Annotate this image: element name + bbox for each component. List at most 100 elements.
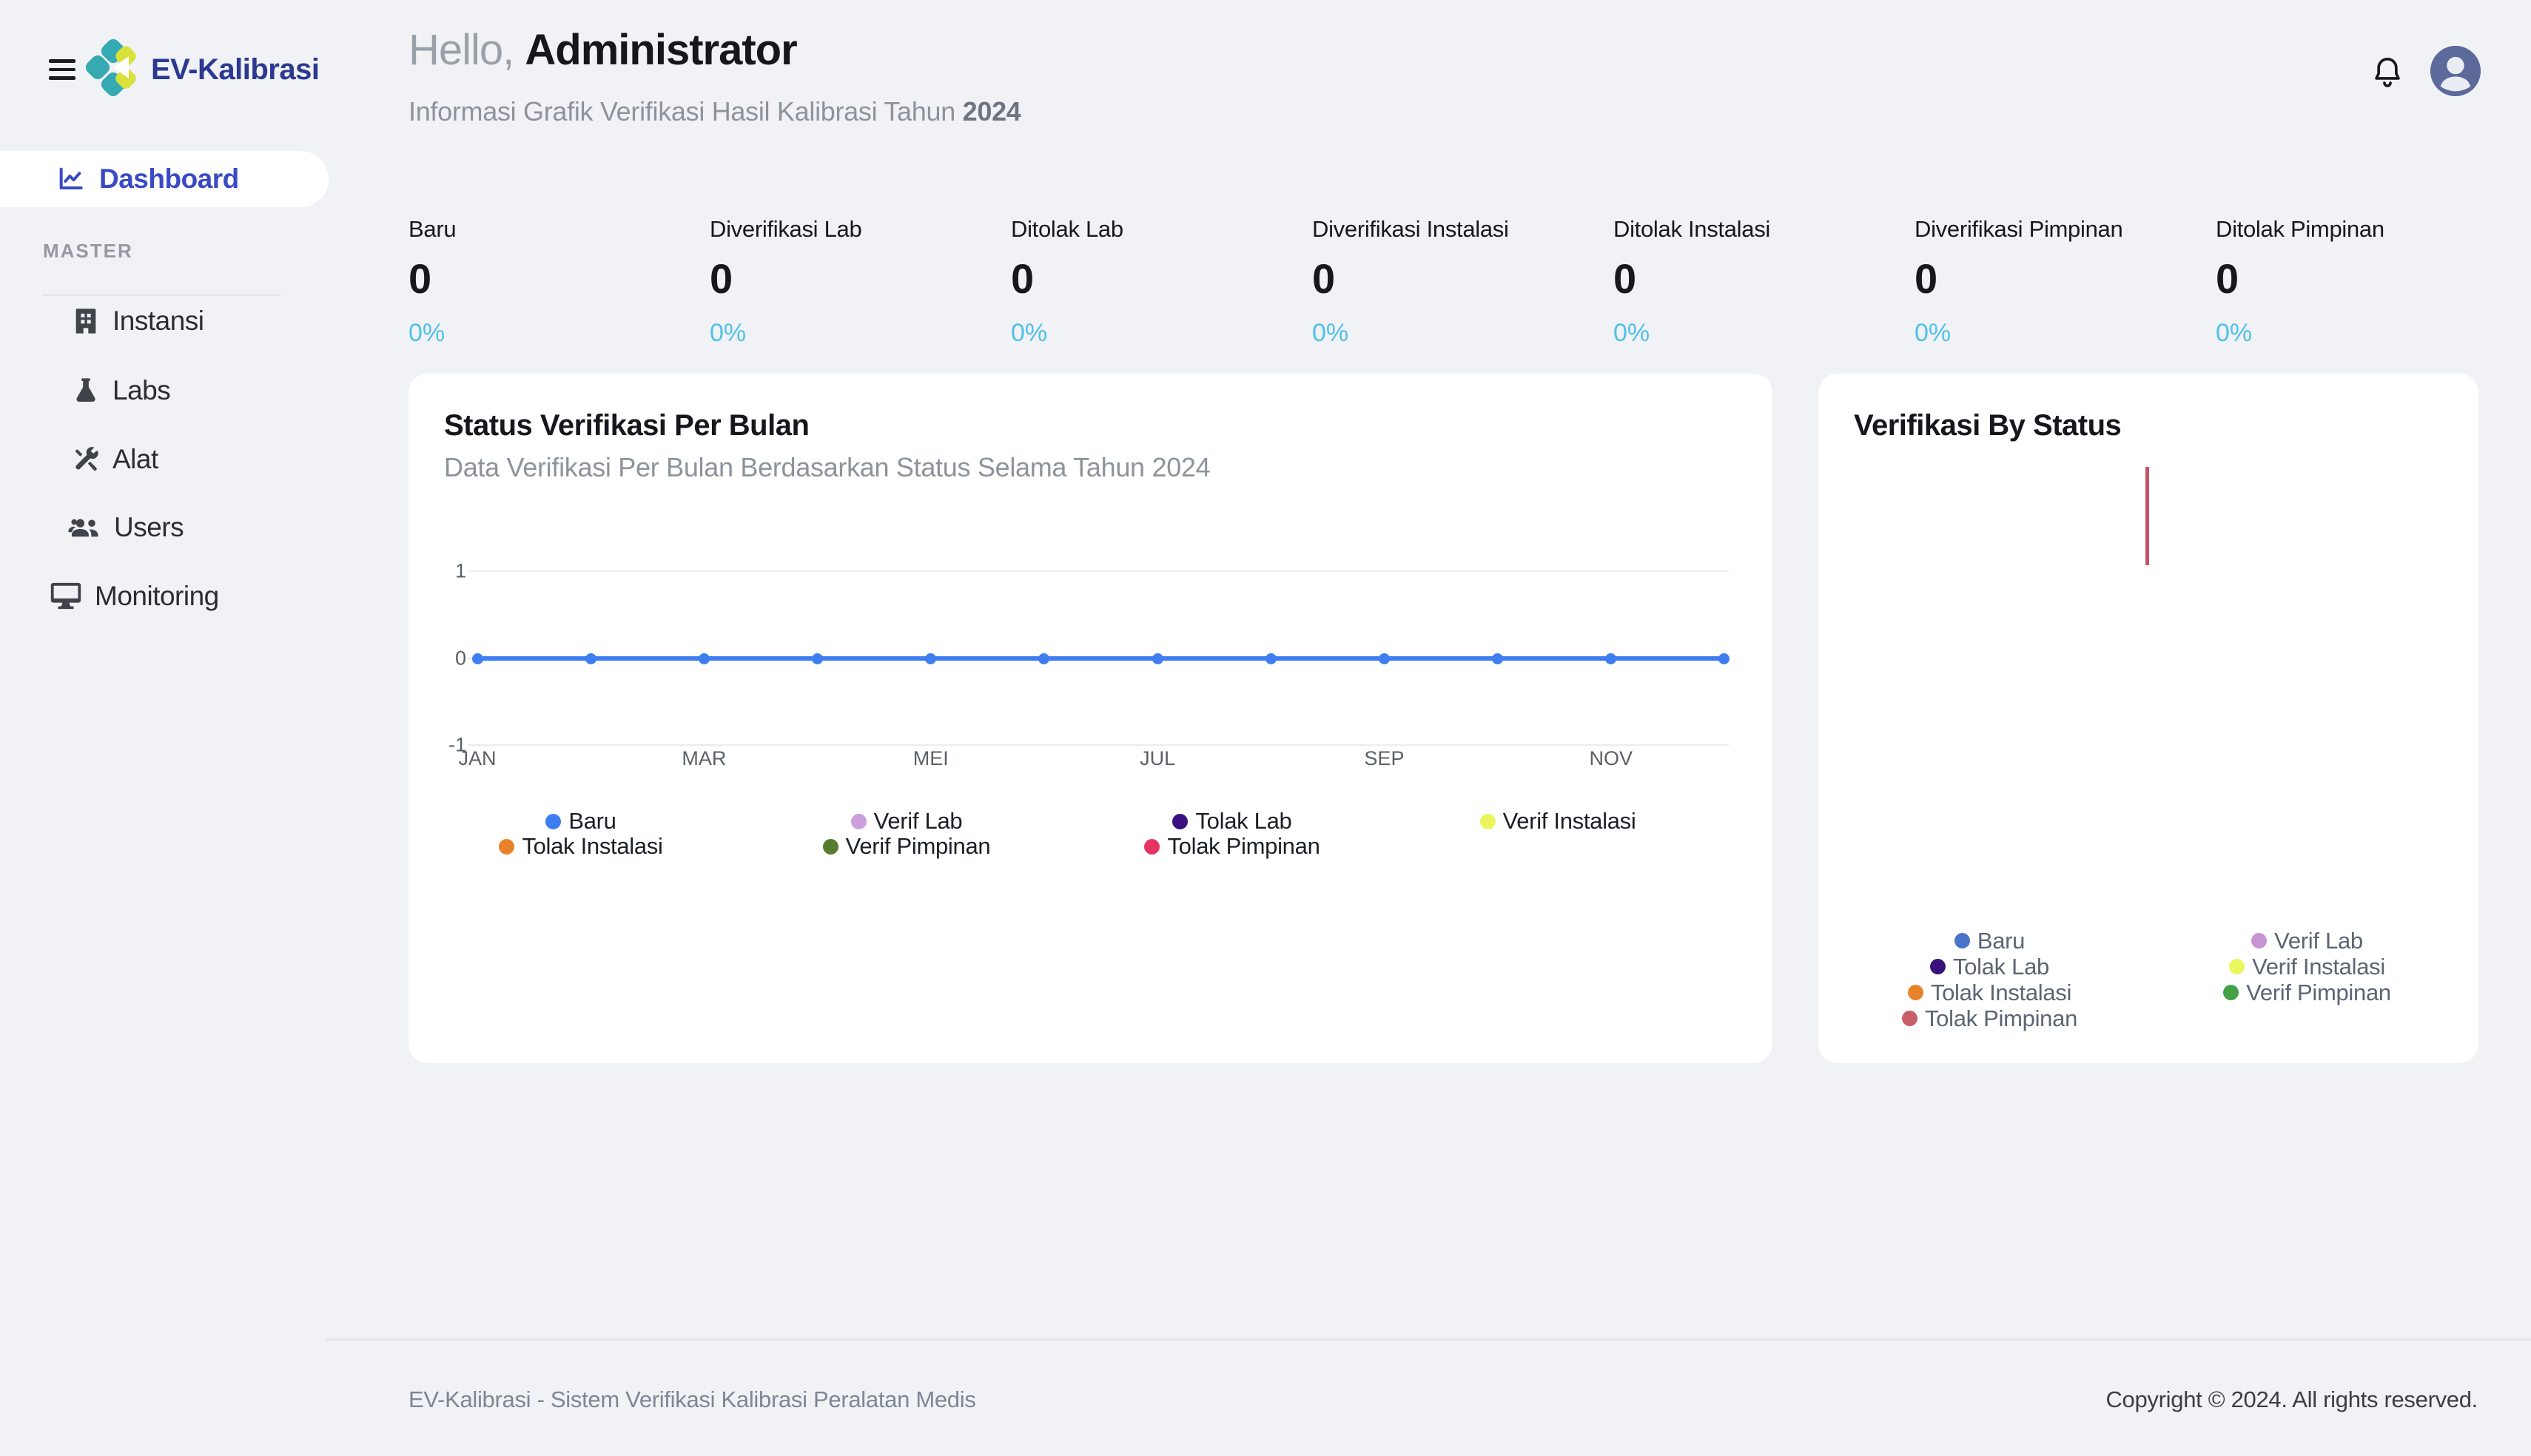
gridline-minus1 [468,744,1729,746]
sidebar-section-master: MASTER [43,240,133,262]
legend-item[interactable]: Verif Instalasi [2229,954,2385,980]
legend-dot [1144,838,1160,855]
y-tick-label: 1 [454,559,466,582]
legend-item[interactable]: Tolak Pimpinan [1901,1005,2078,1031]
sidebar-item-label: Instansi [112,306,204,336]
legend-dot [1172,813,1189,829]
data-point[interactable] [1265,653,1277,664]
legend-item[interactable]: Verif Instalasi [1479,808,1636,834]
data-point[interactable] [585,653,596,664]
data-point[interactable] [812,653,824,664]
card-verifikasi-by-status: Verifikasi By Status Baru Verif Lab Tolak … [1818,374,2478,1063]
data-point[interactable] [1152,653,1163,664]
users-icon [68,519,98,537]
legend-item[interactable]: Verif Lab [2251,928,2363,954]
stat-percent: 0% [1613,319,1650,347]
line-legend: Baru Verif Lab Tolak Lab Verif Instalasi Tol… [418,808,1721,859]
legend-label: Verif Instalasi [1502,808,1636,834]
data-point[interactable] [1492,653,1504,664]
legend-label: Verif Instalasi [2252,953,2385,980]
sidebar-item-label: Alat [112,444,158,474]
stat-value: 0 [2216,255,2239,302]
sidebar-item-alat[interactable]: Alat [71,442,158,477]
app-logo-icon[interactable] [85,38,142,101]
stat-card: Diverifikasi Lab 0 0% [710,216,1011,348]
footer-divider [326,1338,2531,1341]
legend-item[interactable]: Baru [545,808,616,834]
stat-value: 0 [1613,255,1636,302]
legend-item[interactable]: Tolak Pimpinan [1144,833,1320,859]
legend-item[interactable]: Tolak Lab [1929,953,2049,980]
x-tick-label: JUL [1140,747,1176,769]
legend-item[interactable]: Tolak Instalasi [1907,980,2071,1005]
menu-toggle-button[interactable] [49,59,75,80]
building-icon [75,309,96,334]
sidebar-item-monitoring[interactable]: Monitoring [49,579,219,614]
page-greeting: Hello, Administrator [409,25,798,75]
x-tick-label: SEP [1364,747,1405,769]
legend-label: Tolak Pimpinan [1167,833,1320,859]
legend-dot [850,813,867,829]
y-tick-label: 0 [454,647,466,670]
legend-dot [2251,933,2268,948]
legend-dot [1929,959,1946,974]
tools-icon [75,447,98,471]
stat-card: Ditolak Pimpinan 0 0% [2216,216,2517,348]
stat-label: Diverifikasi Pimpinan [1915,216,2123,242]
stat-label: Ditolak Instalasi [1613,216,1770,242]
stat-card: Baru 0 0% [409,216,710,348]
flask-icon [76,378,95,402]
monitor-icon [50,582,81,610]
app-name: EV-Kalibrasi [151,53,320,86]
page-subtitle: Informasi Grafik Verifikasi Hasil Kalibr… [409,96,1021,127]
legend-item[interactable]: Tolak Lab [1172,808,1292,834]
stat-value: 0 [409,255,431,302]
data-point[interactable] [471,653,483,664]
legend-item[interactable]: Baru [1954,928,2025,954]
data-point[interactable] [1038,653,1050,664]
sidebar-divider [42,294,280,296]
data-point[interactable] [1718,653,1730,664]
legend-label: Tolak Lab [1952,953,2049,980]
series-line-baru [477,656,1724,661]
legend-label: Verif Lab [873,808,963,834]
data-point[interactable] [698,653,710,664]
pie-chart-empty-needle [2145,467,2149,565]
user-avatar[interactable] [2430,46,2481,96]
data-point[interactable] [925,653,937,664]
stat-percent: 0% [1915,319,1952,347]
sidebar-item-dashboard[interactable]: Dashboard [0,151,329,207]
legend-dot [545,813,562,829]
legend-label: Baru [1977,927,2026,954]
x-tick-label: MEI [912,747,949,769]
stats-row: Baru 0 0% Diverifikasi Lab 0 0% Ditolak Lab 0 0%… [409,216,2517,348]
greeting-username: Administrator [525,26,797,74]
legend-item[interactable]: Verif Pimpinan [822,833,991,859]
x-tick-label: MAR [682,747,727,769]
stat-card: Ditolak Lab 0 0% [1011,216,1312,348]
chart-line-icon [59,167,83,189]
greeting-text: Hello, [409,26,514,74]
legend-item[interactable]: Tolak Instalasi [499,833,663,859]
notifications-bell-icon[interactable] [2370,55,2404,92]
card-status-per-bulan: Status Verifikasi Per Bulan Data Verifik… [409,374,1772,1063]
hamburger-icon [49,59,75,63]
legend-label: Tolak Pimpinan [1924,1005,2078,1031]
status-legend: Baru Verif Lab Tolak Lab Verif Instalasi Tol… [1831,928,2466,1031]
legend-item[interactable]: Verif Lab [850,808,963,834]
sidebar-item-labs[interactable]: Labs [71,373,171,408]
y-tick-label: -1 [448,733,466,756]
sidebar-item-label: Labs [112,375,171,405]
legend-item[interactable]: Verif Pimpinan [2223,980,2391,1005]
sidebar-item-users[interactable]: Users [68,510,184,545]
gridline-plus1 [468,570,1729,572]
legend-dot [2229,959,2245,974]
stat-percent: 0% [710,319,747,347]
sidebar-item-instansi[interactable]: Instansi [71,303,204,339]
stat-value: 0 [710,255,733,302]
legend-label: Verif Pimpinan [2246,979,2391,1005]
data-point[interactable] [1605,653,1617,664]
legend-label: Verif Lab [2274,927,2363,954]
legend-label: Verif Pimpinan [845,833,991,859]
data-point[interactable] [1378,653,1390,664]
